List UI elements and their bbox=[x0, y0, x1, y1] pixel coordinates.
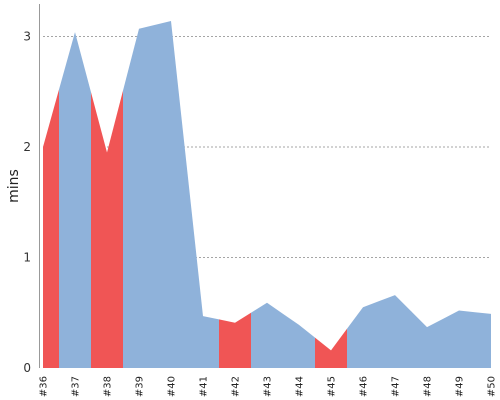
area-segment-build-47 bbox=[395, 295, 411, 368]
area-segment-build-39 bbox=[139, 24, 155, 369]
y-tick-label: 1 bbox=[23, 251, 31, 265]
area-segment-build-41 bbox=[187, 168, 203, 368]
area-segment-build-45 bbox=[315, 337, 331, 368]
x-tick-label: #36 bbox=[39, 376, 50, 397]
x-tick-label: #46 bbox=[359, 376, 370, 397]
area-segment-build-46 bbox=[347, 307, 363, 368]
x-tick-label: #45 bbox=[327, 376, 338, 397]
x-tick-label: #38 bbox=[103, 376, 114, 397]
area-segment-build-50 bbox=[475, 312, 491, 368]
x-tick-label: #47 bbox=[391, 376, 402, 397]
area-segment-build-48 bbox=[411, 311, 427, 368]
y-tick-label: 2 bbox=[23, 140, 31, 154]
y-tick-labels: 0 1 2 3 bbox=[23, 30, 31, 376]
area-segments bbox=[43, 21, 491, 369]
x-tick-label: #50 bbox=[487, 376, 498, 397]
area-segment-build-42 bbox=[219, 319, 235, 368]
area-segment-build-40 bbox=[171, 21, 187, 369]
x-tick-label: #48 bbox=[423, 376, 434, 397]
y-tick-label: 0 bbox=[23, 361, 31, 375]
area-segment-build-49 bbox=[459, 310, 475, 368]
area-segment-build-41 bbox=[203, 316, 219, 368]
area-segment-build-48 bbox=[427, 318, 443, 368]
area-segment-build-40 bbox=[155, 21, 171, 369]
x-tick-label: #49 bbox=[455, 376, 466, 397]
area-segment-build-46 bbox=[363, 301, 379, 368]
x-tick-label: #43 bbox=[263, 376, 274, 397]
area-segment-build-44 bbox=[299, 324, 315, 368]
x-tick-label: #39 bbox=[135, 376, 146, 397]
y-axis-label: mins bbox=[6, 169, 22, 203]
area-segment-build-36 bbox=[43, 89, 59, 368]
area-segment-build-38 bbox=[91, 92, 107, 369]
area-segment-build-39 bbox=[123, 28, 139, 368]
area-segment-build-47 bbox=[379, 295, 395, 368]
area-segment-build-37 bbox=[75, 32, 91, 368]
x-tick-label: #44 bbox=[295, 376, 306, 397]
area-segment-build-43 bbox=[267, 302, 283, 368]
x-tick-label: #41 bbox=[199, 376, 210, 397]
area-segment-build-37 bbox=[59, 32, 75, 368]
area-segment-build-44 bbox=[283, 313, 299, 368]
area-segment-build-38 bbox=[107, 90, 123, 369]
x-tick-labels: #36 #37 #38 #39 #40 #41 #42 #43 #44 #45 #46 #47 #48 #… bbox=[39, 376, 498, 397]
x-tick-label: #37 bbox=[71, 376, 82, 397]
grid-lines bbox=[43, 36, 491, 258]
area-segment-build-45 bbox=[331, 328, 347, 368]
x-tick-label: #40 bbox=[167, 376, 178, 397]
y-tick-label: 3 bbox=[23, 30, 31, 44]
area-segment-build-49 bbox=[443, 310, 459, 368]
area-segment-build-43 bbox=[251, 302, 267, 368]
x-tick-label: #42 bbox=[231, 376, 242, 397]
area-segment-build-42 bbox=[235, 312, 251, 368]
